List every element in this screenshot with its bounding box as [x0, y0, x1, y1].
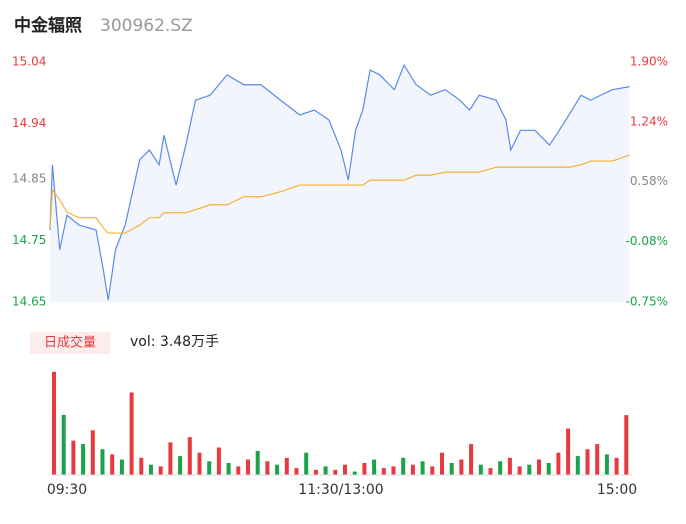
y2-tick-label: -0.75% — [626, 295, 668, 309]
volume-legend: 日成交量 — [44, 335, 96, 351]
volume-bar — [624, 415, 629, 475]
y2-tick-label: 1.24% — [630, 114, 668, 128]
volume-bar — [216, 447, 221, 475]
volume-bar — [546, 462, 551, 475]
volume-bar — [604, 454, 609, 475]
volume-bar — [449, 462, 454, 475]
volume-bar — [197, 452, 202, 475]
y-tick-label: 14.75 — [12, 233, 46, 247]
series-line — [49, 154, 630, 234]
volume-bar — [90, 430, 95, 475]
volume-bar — [478, 464, 483, 475]
volume-bar — [139, 457, 144, 475]
volume-bar — [178, 456, 183, 475]
x-tick-label: 11:30/13:00 — [298, 482, 383, 498]
volume-bar — [420, 461, 425, 475]
volume-bar — [614, 457, 619, 475]
volume-bar — [585, 449, 590, 475]
y2-tick-label: -0.08% — [626, 234, 668, 248]
volume-bar — [333, 469, 338, 475]
x-tick-label: 09:30 — [47, 482, 87, 498]
volume-bar — [304, 452, 309, 475]
volume-bar — [129, 392, 134, 475]
volume-bar — [401, 457, 406, 475]
volume-bar — [391, 466, 396, 475]
volume-bar — [149, 464, 153, 475]
stock-code: 300962.SZ — [100, 16, 193, 36]
volume-bar — [81, 444, 86, 475]
series-line — [49, 63, 630, 301]
volume-bar — [440, 452, 444, 475]
volume-bar — [507, 457, 512, 475]
x-tick-label: 15:00 — [597, 482, 637, 498]
volume-bar — [517, 466, 522, 475]
volume-bar — [459, 459, 464, 475]
volume-bar — [362, 462, 367, 475]
volume-bar — [537, 459, 541, 475]
volume-bar — [294, 468, 299, 475]
volume-bar — [246, 459, 250, 475]
volume-bar — [381, 468, 386, 475]
volume-bar — [265, 461, 270, 475]
volume-bar — [313, 469, 318, 475]
volume-bar — [323, 466, 328, 475]
volume-bar — [187, 437, 192, 475]
y-tick-label: 15.04 — [12, 55, 46, 69]
volume-bar — [556, 452, 561, 475]
volume-bar — [284, 457, 289, 475]
volume-bar — [430, 466, 435, 475]
volume-bar — [110, 454, 115, 475]
legend-box — [30, 332, 110, 354]
volume-bar — [527, 464, 532, 475]
stock-name: 中金辐照 — [14, 15, 82, 36]
volume-bar — [226, 462, 231, 475]
volume-bar — [410, 464, 415, 475]
volume-bar — [61, 414, 66, 475]
volume-bar — [575, 456, 580, 475]
volume-bar — [488, 468, 493, 475]
price-area — [50, 65, 630, 302]
y2-tick-label: 1.90% — [630, 55, 668, 69]
volume-bar — [236, 466, 241, 475]
volume-bar — [119, 459, 124, 475]
y2-tick-label: 0.58% — [630, 174, 668, 188]
volume-bar — [352, 471, 357, 475]
y-tick-label: 14.65 — [12, 295, 46, 309]
volume-bar — [52, 371, 56, 475]
volume-bar — [275, 464, 280, 475]
volume-bar — [498, 461, 503, 475]
volume-bar — [343, 464, 347, 475]
volume-bar — [566, 428, 571, 475]
y-tick-label: 14.94 — [12, 116, 46, 130]
volume-bar — [595, 444, 600, 475]
y-tick-label: 14.85 — [12, 171, 46, 185]
volume-bar — [207, 461, 212, 475]
volume-bar — [168, 442, 173, 475]
volume-bar — [469, 444, 474, 475]
volume-bar — [71, 440, 76, 475]
volume-bar — [158, 466, 163, 475]
volume-bar — [100, 449, 105, 475]
volume-label: vol: 3.48万手 — [130, 334, 219, 350]
volume-bar — [255, 450, 260, 475]
volume-bar — [372, 459, 377, 475]
